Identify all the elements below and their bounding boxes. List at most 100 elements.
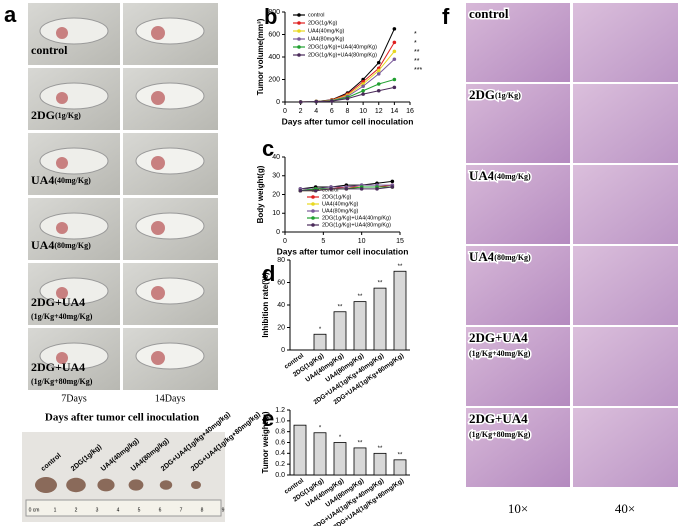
ruler-label: 6 bbox=[159, 507, 162, 513]
bar bbox=[333, 442, 347, 476]
y-tick-label: 1.0 bbox=[275, 418, 285, 425]
group-dose: (1g/Kg) bbox=[55, 111, 81, 120]
bar bbox=[293, 424, 307, 476]
significance: *** bbox=[414, 67, 422, 74]
legend-label: 2DG(1g/Kg)+UA4(80mg/Kg) bbox=[322, 222, 391, 228]
data-point bbox=[298, 100, 303, 104]
ruler-label: 8 bbox=[201, 507, 204, 513]
histology-10x bbox=[466, 327, 570, 406]
group-label: UA4(40mg/Kg) bbox=[469, 168, 531, 183]
group-label: control bbox=[469, 6, 509, 21]
significance: * bbox=[414, 31, 417, 38]
tumor bbox=[151, 26, 165, 40]
x-tick-label: 2 bbox=[299, 108, 303, 115]
data-point bbox=[392, 57, 397, 62]
histology-10x bbox=[466, 84, 570, 163]
legend-marker bbox=[311, 195, 315, 199]
mouse bbox=[135, 277, 205, 305]
data-point bbox=[390, 185, 395, 189]
y-tick-label: 0.4 bbox=[275, 450, 285, 457]
y-tick-label: 20 bbox=[272, 191, 280, 198]
bar bbox=[373, 287, 387, 351]
histology-10x bbox=[466, 246, 570, 325]
histology-40x bbox=[573, 165, 678, 244]
tumor bbox=[56, 287, 68, 299]
mouse bbox=[39, 342, 109, 370]
bar bbox=[333, 311, 347, 351]
group-dose: (1g/Kg+80mg/Kg) bbox=[469, 430, 531, 439]
y-axis-label: Tumor weight(g) bbox=[261, 411, 270, 473]
data-point bbox=[361, 92, 365, 96]
group-dose: (80mg/Kg) bbox=[494, 253, 531, 262]
mouse bbox=[39, 212, 109, 240]
group-dose: (1g/Kg+80mg/Kg) bbox=[31, 377, 93, 386]
tumor bbox=[151, 351, 165, 365]
ruler bbox=[25, 499, 222, 517]
tumor bbox=[151, 91, 165, 105]
legend-label: UA4(40mg/Kg) bbox=[308, 28, 345, 34]
x-tick-label: 15 bbox=[396, 238, 404, 245]
significance: ** bbox=[414, 58, 420, 65]
mouse bbox=[39, 277, 109, 305]
data-point bbox=[392, 85, 397, 90]
histology-40x bbox=[573, 84, 678, 163]
y-tick-label: 0 bbox=[281, 347, 285, 354]
y-tick-label: 0.6 bbox=[275, 439, 285, 446]
data-point bbox=[392, 77, 397, 82]
bar bbox=[393, 459, 407, 476]
ruler-label: 0 cm bbox=[29, 507, 40, 513]
y-tick-label: 1.2 bbox=[275, 407, 285, 414]
mouse bbox=[135, 17, 205, 45]
column-label: 7Days bbox=[61, 393, 87, 404]
column-label: 14Days bbox=[155, 393, 186, 404]
panel-letter: d bbox=[262, 261, 275, 286]
x-tick-label: 4 bbox=[314, 108, 318, 115]
legend-marker bbox=[311, 209, 315, 213]
ruler-label: 5 bbox=[138, 507, 141, 513]
excised-tumor bbox=[35, 477, 57, 493]
ruler-label: 7 bbox=[180, 507, 183, 513]
significance: ** bbox=[358, 294, 363, 300]
group-dose: (1g/Kg+40mg/Kg) bbox=[469, 349, 531, 358]
legend-marker bbox=[311, 223, 315, 227]
ruler-label: 2 bbox=[75, 507, 78, 513]
significance: * bbox=[414, 40, 417, 47]
legend-label: 2DG(1g/Kg) bbox=[322, 194, 352, 200]
group-label: 2DG(1g/Kg) bbox=[469, 87, 521, 102]
y-tick-label: 80 bbox=[277, 257, 285, 264]
excised-tumor bbox=[97, 478, 115, 492]
legend-marker bbox=[311, 202, 315, 206]
bar bbox=[313, 333, 327, 351]
mouse bbox=[39, 82, 109, 110]
data-point bbox=[345, 96, 350, 101]
mouse bbox=[39, 17, 109, 45]
y-tick-label: 40 bbox=[277, 302, 285, 309]
histology-10x bbox=[466, 165, 570, 244]
legend-label: 2DG(1g/Kg)+UA4(80mg/Kg) bbox=[308, 52, 377, 58]
x-tick-label: 10 bbox=[358, 238, 366, 245]
ruler-label: 4 bbox=[117, 507, 120, 513]
legend-label: control bbox=[308, 12, 325, 18]
legend-marker bbox=[311, 216, 315, 220]
y-tick-label: 800 bbox=[268, 9, 280, 16]
bar bbox=[353, 301, 367, 351]
data-point bbox=[392, 27, 397, 31]
data-point bbox=[376, 72, 381, 76]
y-tick-label: 0 bbox=[276, 99, 280, 106]
legend-marker bbox=[297, 13, 301, 17]
data-point bbox=[298, 188, 303, 193]
y-tick-label: 0.2 bbox=[275, 461, 285, 468]
x-tick-label: 8 bbox=[346, 108, 350, 115]
data-point bbox=[314, 99, 319, 104]
histology-40x bbox=[573, 408, 678, 487]
y-tick-label: 200 bbox=[268, 76, 280, 83]
group-label: UA4(40mg/Kg) bbox=[31, 173, 91, 187]
tumor bbox=[56, 92, 68, 104]
y-axis-label: Inhibition rate(%) bbox=[261, 272, 270, 338]
x-tick-label: 10 bbox=[359, 108, 367, 115]
data-point bbox=[361, 84, 365, 89]
significance: ** bbox=[338, 304, 343, 310]
data-point bbox=[330, 99, 334, 103]
column-label: 40× bbox=[615, 501, 635, 516]
